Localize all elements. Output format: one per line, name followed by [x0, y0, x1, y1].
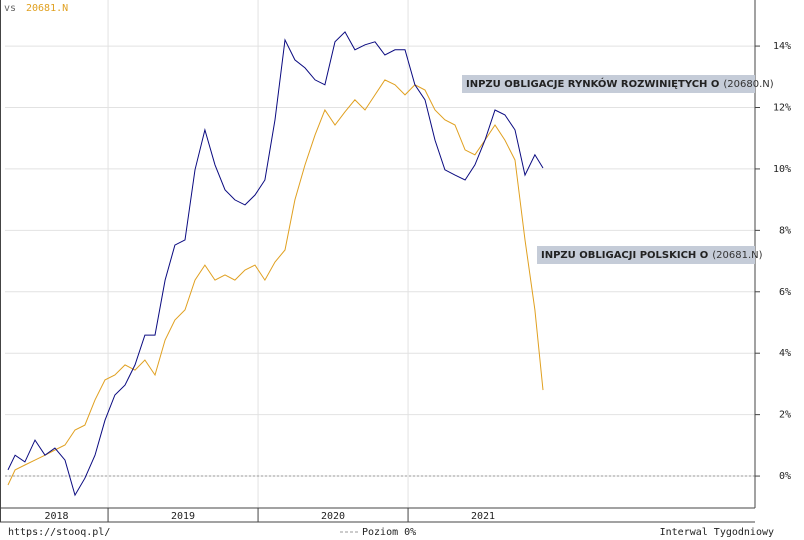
series-line: [7, 31, 544, 497]
series-label-box: [462, 75, 755, 93]
y-tick-label: 8%: [779, 225, 791, 236]
series-line: [7, 79, 544, 486]
year-label: 2018: [44, 511, 68, 522]
y-tick-label: 6%: [779, 287, 791, 298]
series-label: INPZU OBLIGACJE RYNKÓW ROZWINIĘTYCH O (20…: [466, 77, 774, 90]
year-label: 2020: [321, 511, 345, 522]
vs-label: vs: [4, 3, 16, 14]
y-tick-label: 12%: [773, 102, 791, 113]
y-tick-label: 14%: [773, 41, 791, 52]
compare-symbol: 20681.N: [26, 3, 68, 14]
y-tick-label: 10%: [773, 164, 791, 175]
year-label: 2019: [171, 511, 195, 522]
y-tick-label: 4%: [779, 348, 791, 359]
series-name: INPZU OBLIGACJI POLSKICH O: [541, 250, 708, 261]
source: https://stooq.pl/: [8, 527, 110, 538]
series-name: INPZU OBLIGACJE RYNKÓW ROZWINIĘTYCH O: [466, 77, 719, 90]
series-label-box: [537, 246, 755, 264]
series-code: (20681.N): [712, 250, 762, 261]
series-code: (20680.N): [723, 79, 773, 90]
y-tick-label: 2%: [779, 410, 791, 421]
series-label: INPZU OBLIGACJI POLSKICH O (20681.N): [541, 250, 763, 261]
year-label: 2021: [471, 511, 495, 522]
reference-legend-label: Poziom 0%: [362, 527, 416, 538]
interval: Interwal Tygodniowy: [660, 527, 774, 538]
y-tick-label: 0%: [779, 471, 791, 482]
